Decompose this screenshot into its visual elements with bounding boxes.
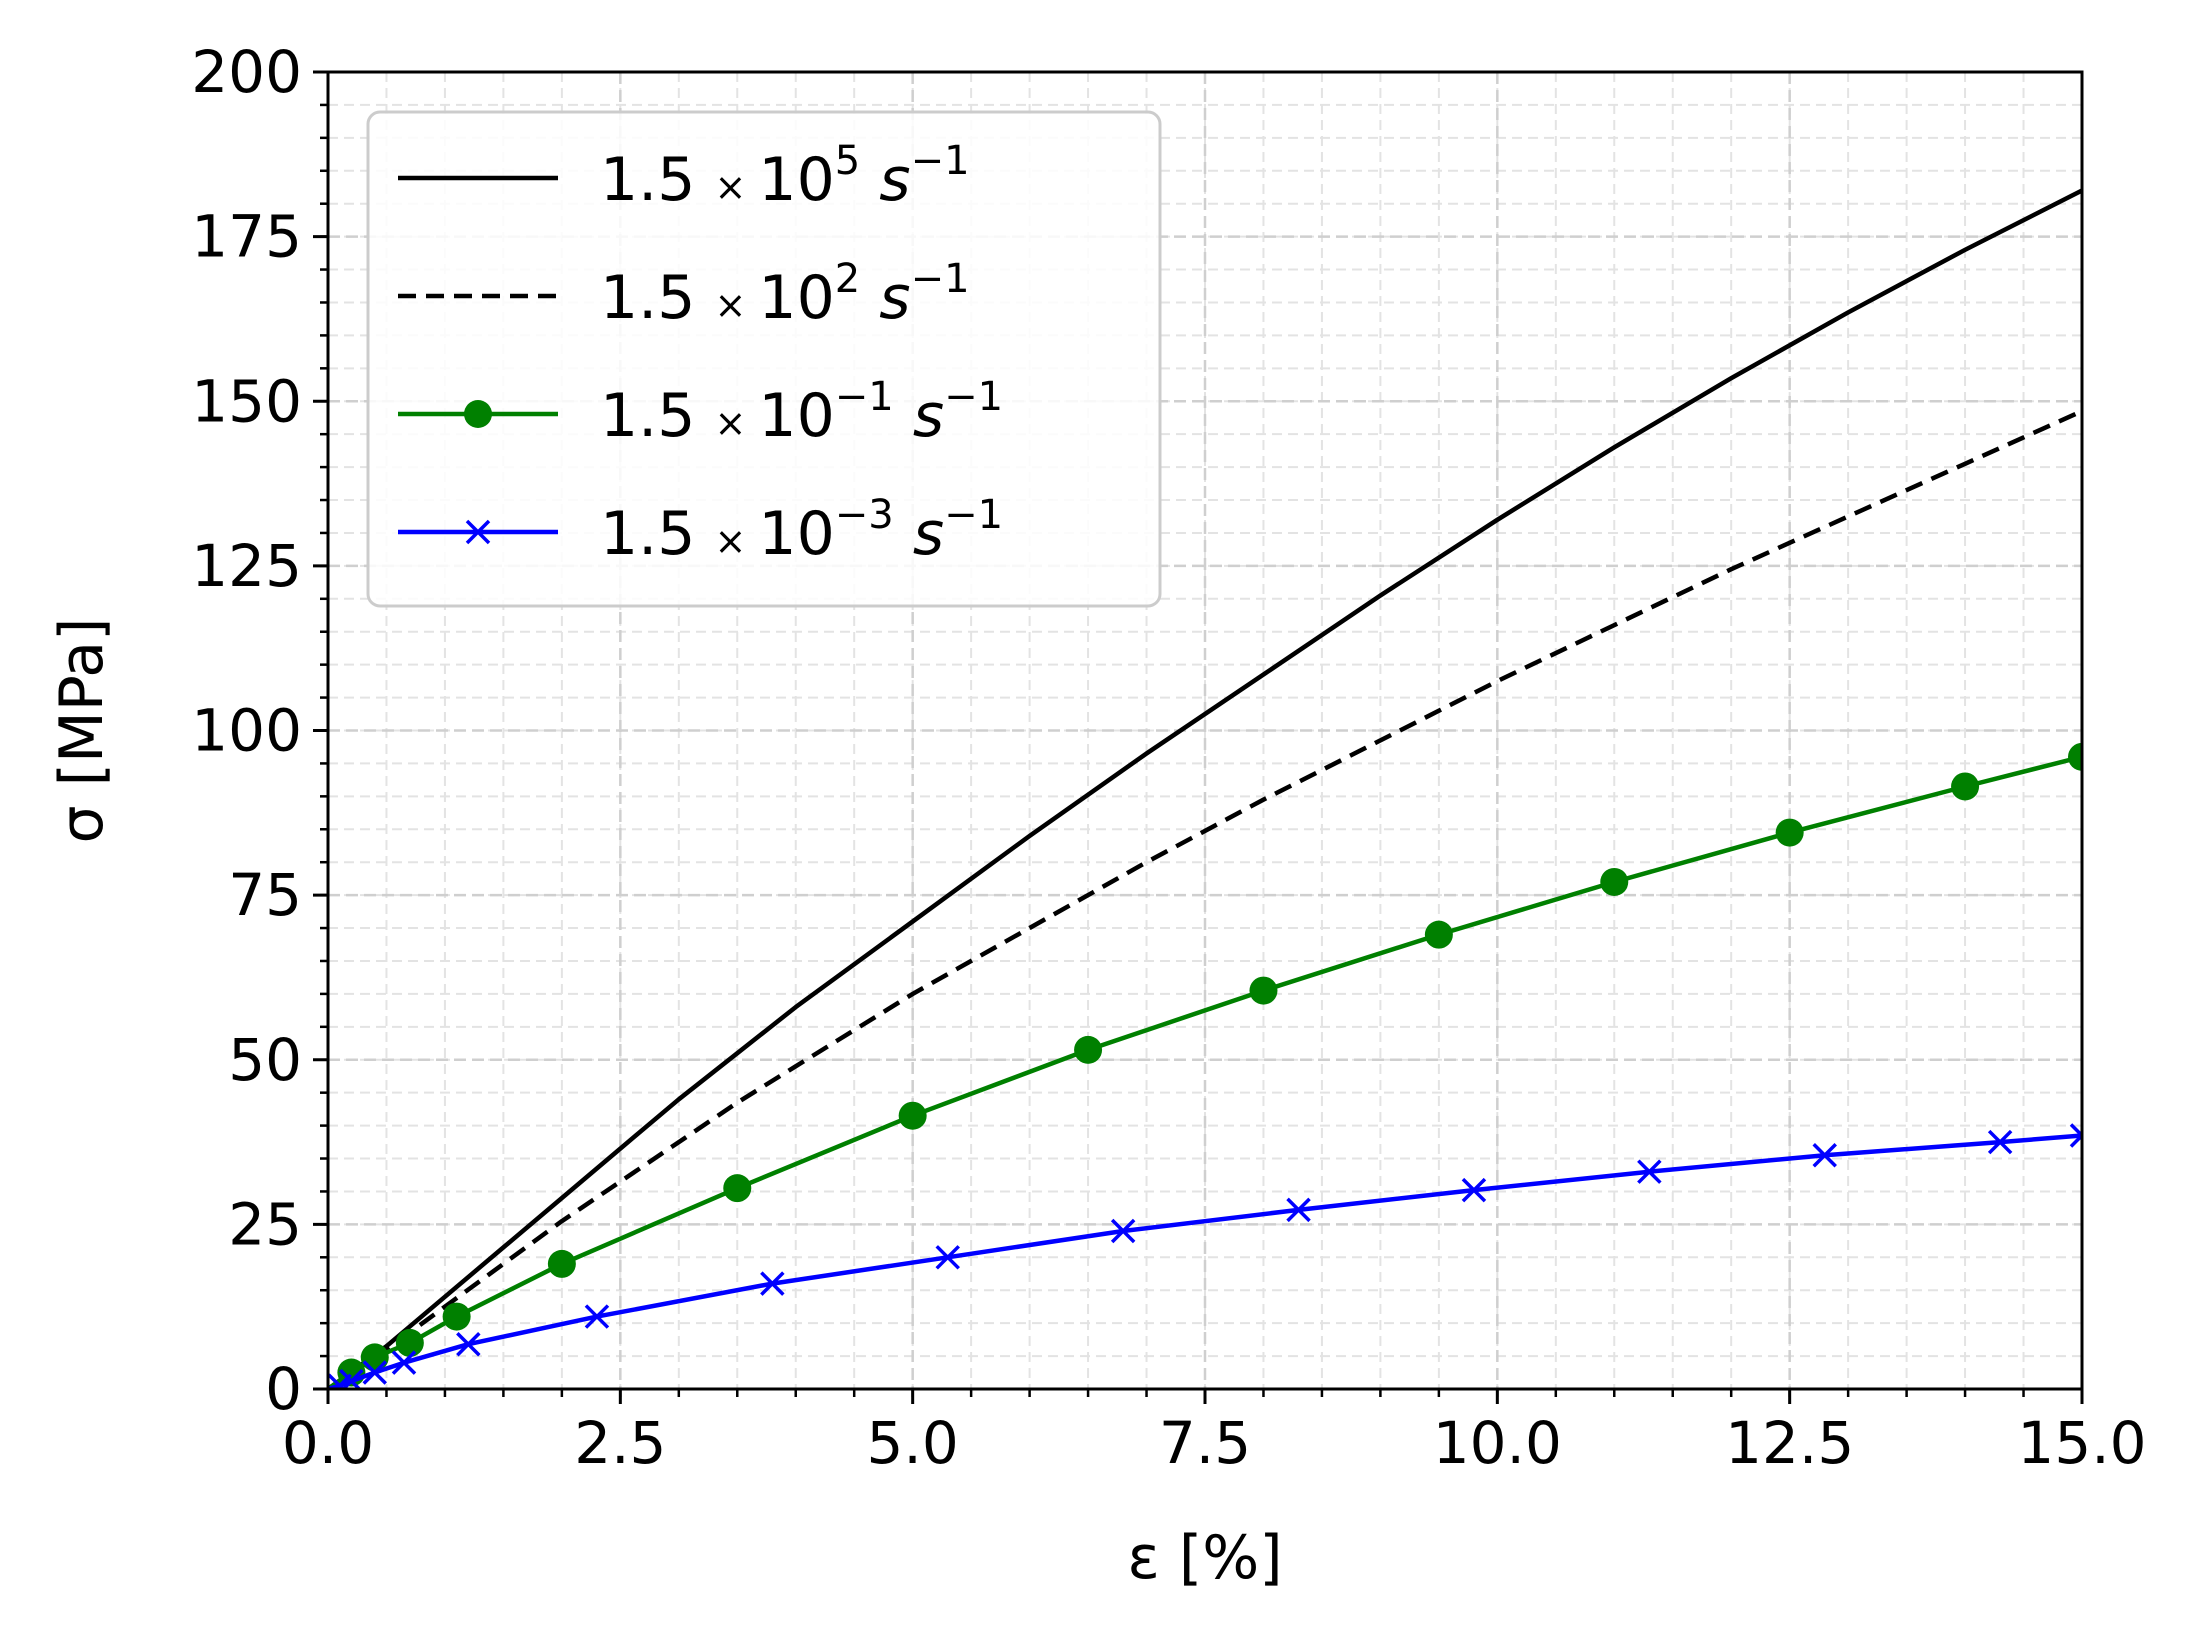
x-tick-label: 7.5 bbox=[1159, 1409, 1251, 1477]
series-3 bbox=[328, 742, 2082, 1389]
y-tick-label: 200 bbox=[191, 38, 302, 106]
data-point bbox=[1110, 1218, 1136, 1244]
legend-marker bbox=[465, 519, 491, 545]
data-point bbox=[2069, 1123, 2082, 1148]
y-axis-label: σ [MPa] bbox=[47, 618, 117, 844]
x-axis-label: ε [%] bbox=[1127, 1523, 1282, 1593]
legend-marker bbox=[464, 400, 492, 428]
data-point bbox=[395, 1328, 424, 1357]
x-tick-label: 12.5 bbox=[1725, 1409, 1854, 1477]
series-layer bbox=[328, 188, 2082, 1389]
data-point bbox=[1987, 1129, 2013, 1155]
data-point bbox=[1249, 976, 1278, 1005]
data-point bbox=[1424, 920, 1453, 949]
legend-item: 1.5 × 10−1 s−1 bbox=[398, 374, 1003, 451]
data-point bbox=[898, 1101, 927, 1130]
legend-item: 1.5 × 10−3 s−1 bbox=[398, 492, 1003, 569]
data-point bbox=[584, 1304, 610, 1329]
data-point bbox=[1637, 1159, 1662, 1184]
x-tick-label: 15.0 bbox=[2017, 1409, 2146, 1477]
series-2 bbox=[328, 409, 2082, 1389]
data-point bbox=[1951, 772, 1980, 801]
y-tick-label: 50 bbox=[228, 1026, 302, 1094]
y-tick-label: 75 bbox=[228, 861, 302, 929]
y-tick-label: 25 bbox=[228, 1190, 302, 1258]
grid-layer bbox=[326, 70, 2084, 1391]
legend-item: 1.5 × 102 s−1 bbox=[398, 256, 970, 333]
y-tick-label: 175 bbox=[191, 203, 302, 271]
y-tick-label: 100 bbox=[191, 697, 302, 765]
data-point bbox=[1775, 818, 1804, 847]
legend-label: 1.5 × 10−1 s−1 bbox=[600, 374, 1003, 451]
legend-label: 1.5 × 102 s−1 bbox=[600, 256, 970, 333]
x-tick-label: 0.0 bbox=[282, 1409, 374, 1477]
x-tick-label: 5.0 bbox=[867, 1409, 959, 1477]
data-point bbox=[2068, 742, 2082, 771]
data-point bbox=[1812, 1142, 1837, 1168]
data-point bbox=[442, 1302, 471, 1331]
data-point bbox=[1286, 1197, 1311, 1223]
series-line bbox=[328, 188, 2082, 1389]
y-tick-label: 0 bbox=[265, 1355, 302, 1423]
data-point bbox=[1074, 1035, 1103, 1064]
series-line bbox=[328, 1133, 2082, 1389]
data-point bbox=[760, 1271, 785, 1296]
legend-box bbox=[366, 110, 1162, 608]
data-point bbox=[1461, 1177, 1487, 1203]
data-point bbox=[1600, 867, 1629, 896]
data-point bbox=[391, 1350, 417, 1375]
series-4 bbox=[328, 1123, 2082, 1389]
legend: 1.5 × 105 s−1 1.5 × 102 s−1 1.5 × 10−1 s−1… bbox=[366, 110, 1162, 608]
data-point bbox=[362, 1360, 388, 1385]
data-point bbox=[456, 1331, 481, 1357]
x-tick-label: 2.5 bbox=[574, 1409, 666, 1477]
y-tick-label: 125 bbox=[191, 532, 302, 600]
legend-item: 1.5 × 105 s−1 bbox=[398, 138, 970, 215]
data-point bbox=[935, 1245, 960, 1270]
legend-label: 1.5 × 105 s−1 bbox=[600, 138, 970, 215]
series-line bbox=[328, 409, 2082, 1389]
legend-label: 1.5 × 10−3 s−1 bbox=[600, 492, 1003, 569]
x-tick-label: 10.0 bbox=[1433, 1409, 1562, 1477]
y-tick-label: 150 bbox=[191, 367, 302, 435]
data-point bbox=[547, 1249, 576, 1278]
data-point bbox=[723, 1174, 752, 1203]
axes-layer: 0.0 2.5 5.0 7.5 10.0 12.5 15.0 0 25 50 75 100 125 150… bbox=[47, 38, 2147, 1593]
series-1 bbox=[328, 188, 2082, 1389]
